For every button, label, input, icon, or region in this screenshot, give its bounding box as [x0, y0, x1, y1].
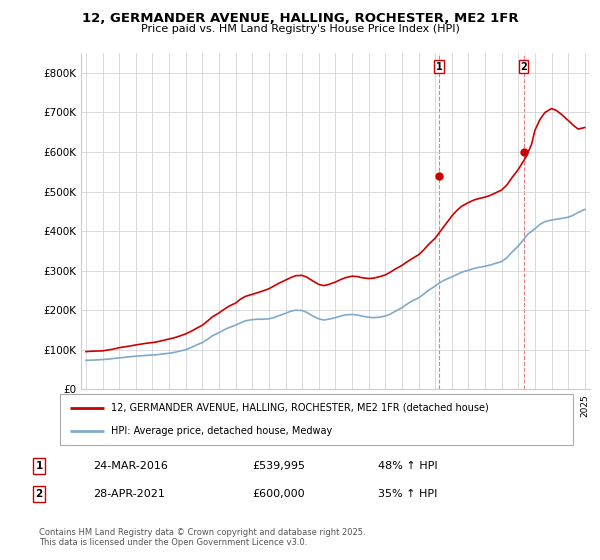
- Text: Contains HM Land Registry data © Crown copyright and database right 2025.
This d: Contains HM Land Registry data © Crown c…: [39, 528, 365, 547]
- Text: 24-MAR-2016: 24-MAR-2016: [93, 461, 168, 471]
- Text: 12, GERMANDER AVENUE, HALLING, ROCHESTER, ME2 1FR (detached house): 12, GERMANDER AVENUE, HALLING, ROCHESTER…: [112, 403, 489, 413]
- Text: 12, GERMANDER AVENUE, HALLING, ROCHESTER, ME2 1FR: 12, GERMANDER AVENUE, HALLING, ROCHESTER…: [82, 12, 518, 25]
- Text: Price paid vs. HM Land Registry's House Price Index (HPI): Price paid vs. HM Land Registry's House …: [140, 24, 460, 34]
- Text: 48% ↑ HPI: 48% ↑ HPI: [378, 461, 437, 471]
- Text: 1: 1: [35, 461, 43, 471]
- Text: £600,000: £600,000: [252, 489, 305, 499]
- Text: 2: 2: [35, 489, 43, 499]
- Text: 2: 2: [520, 62, 527, 72]
- FancyBboxPatch shape: [60, 394, 573, 445]
- Text: £539,995: £539,995: [252, 461, 305, 471]
- Text: 35% ↑ HPI: 35% ↑ HPI: [378, 489, 437, 499]
- Text: 1: 1: [436, 62, 442, 72]
- Text: HPI: Average price, detached house, Medway: HPI: Average price, detached house, Medw…: [112, 426, 332, 436]
- Text: 28-APR-2021: 28-APR-2021: [93, 489, 165, 499]
